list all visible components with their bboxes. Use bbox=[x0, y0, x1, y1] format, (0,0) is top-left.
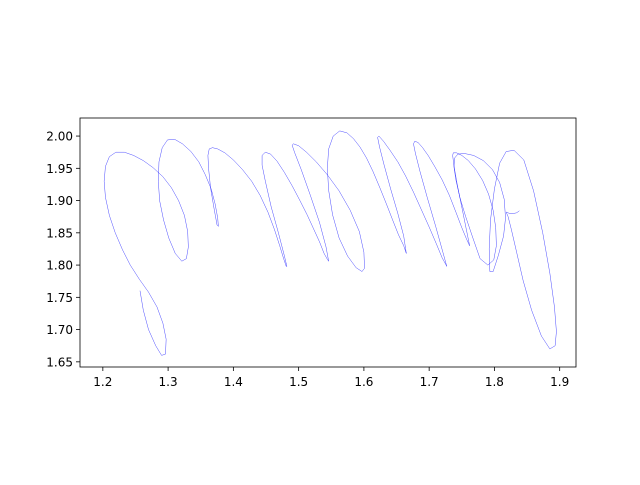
x-tick-label: 1.3 bbox=[159, 375, 178, 389]
y-tick-label: 1.90 bbox=[46, 194, 73, 208]
axes: 1.2 1.3 1.4 1.5 1.6 1.7 1.8 1.9 1.65 1.70 1.75 1.80… bbox=[46, 117, 577, 389]
series-line-1 bbox=[103, 130, 557, 356]
plot-area bbox=[103, 130, 557, 356]
y-tick-label: 1.75 bbox=[46, 291, 73, 305]
y-tick-label: 1.70 bbox=[46, 323, 73, 337]
x-tick-label: 1.8 bbox=[485, 375, 504, 389]
x-tick-label: 1.6 bbox=[354, 375, 373, 389]
y-tick-label: 1.65 bbox=[46, 355, 73, 369]
x-tick-label: 1.9 bbox=[550, 375, 569, 389]
y-tick-label: 1.95 bbox=[46, 162, 73, 176]
y-tick-label: 2.00 bbox=[46, 130, 73, 144]
y-tick-label: 1.85 bbox=[46, 226, 73, 240]
x-tick-label: 1.4 bbox=[224, 375, 243, 389]
y-tick-label: 1.80 bbox=[46, 259, 73, 273]
x-tick-label: 1.2 bbox=[93, 375, 112, 389]
axes-frame bbox=[79, 117, 577, 368]
x-tick-label: 1.7 bbox=[420, 375, 439, 389]
x-tick-label: 1.5 bbox=[289, 375, 308, 389]
